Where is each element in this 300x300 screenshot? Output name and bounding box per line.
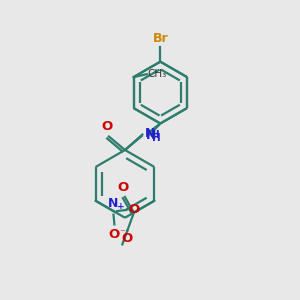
Text: Br: Br: [153, 32, 169, 45]
Text: O: O: [101, 120, 112, 134]
Text: O: O: [129, 203, 140, 216]
Text: +: +: [117, 202, 125, 211]
Text: H: H: [152, 133, 161, 142]
Text: O: O: [118, 181, 129, 194]
Text: H: H: [151, 130, 159, 140]
Text: N: N: [108, 197, 119, 210]
Text: O: O: [121, 232, 132, 245]
Text: O: O: [109, 228, 120, 241]
Text: N: N: [146, 129, 157, 142]
Text: ⁻: ⁻: [120, 229, 126, 238]
Text: N: N: [145, 127, 155, 140]
Text: CH₃: CH₃: [147, 69, 167, 79]
